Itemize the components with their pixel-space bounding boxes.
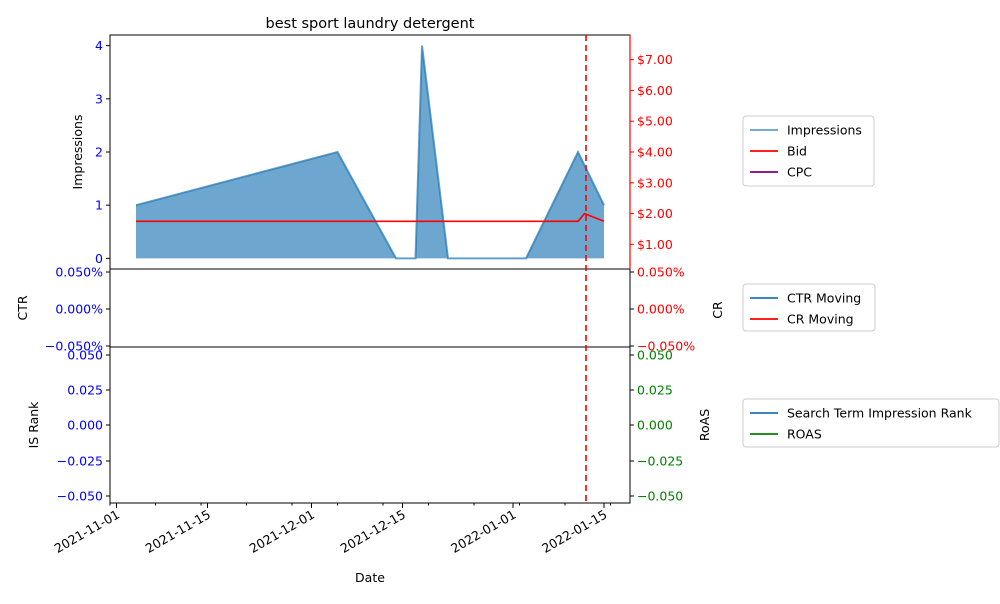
panel-frame (109, 268, 631, 348)
impressions-point (577, 151, 578, 152)
y2-tick-label: 0.050% (637, 265, 685, 280)
legend-label: Impressions (787, 123, 862, 138)
legend: CTR Moving CR Moving (742, 283, 876, 332)
y2-axis-label: CR (710, 301, 725, 319)
y2-tick-label: 0.025 (637, 383, 673, 398)
y-tick-label: 4 (95, 38, 103, 53)
y-tick-label: 0.000 (67, 418, 103, 433)
x-tick-label: 2021-12-15 (338, 507, 408, 556)
x-tick-label: 2021-12-01 (247, 507, 317, 556)
y-tick-label: −0.050 (57, 489, 103, 504)
panel-frame (109, 346, 631, 504)
legend-label: ROAS (787, 427, 822, 442)
y2-tick-label: $3.00 (637, 175, 673, 190)
y2-tick-label: −0.025 (637, 454, 683, 469)
y2-tick-label: −0.050 (637, 489, 683, 504)
impressions-line (135, 45, 605, 260)
y-tick-label: 1 (95, 198, 103, 213)
y2-tick-label: $4.00 (637, 145, 673, 160)
legend-frame (742, 398, 1000, 448)
x-tick-label: 2022-01-15 (539, 507, 609, 556)
impressions-point (447, 258, 448, 259)
y-tick-label: 0 (95, 251, 103, 266)
y-tick-label: −0.050% (45, 339, 103, 354)
x-tick-label: 2022-01-01 (448, 507, 518, 556)
x-tick-label: 2021-11-01 (52, 507, 122, 556)
legend-label: Bid (787, 144, 807, 159)
legend-label: Search Term Impression Rank (787, 406, 973, 421)
bid-point (584, 213, 585, 214)
y-tick-label: 3 (95, 91, 103, 106)
y-axis-label: CTR (15, 295, 30, 320)
x-tick-label: 2021-11-15 (143, 507, 213, 556)
legend-frame (742, 115, 875, 187)
bid-point (577, 221, 578, 222)
impressions-point (135, 205, 136, 206)
impressions-point (337, 151, 338, 152)
bid-point (603, 221, 604, 222)
bid-point (135, 221, 136, 222)
legend: Search Term Impression Rank ROAS (742, 398, 1000, 448)
x-axis-label: Date (355, 570, 385, 585)
y-tick-label: −0.025 (57, 454, 103, 469)
chart-title: best sport laundry detergent (266, 16, 475, 32)
y2-tick-label: 0.050 (637, 348, 673, 363)
impressions-point (603, 205, 604, 206)
legend-label: CPC (787, 165, 812, 180)
y-tick-label: 0.050% (55, 265, 103, 280)
y-tick-label: 0.000% (55, 302, 103, 317)
y-axis-label: Impressions (70, 115, 85, 190)
y2-tick-label: $7.00 (637, 52, 673, 67)
y-tick-label: 2 (95, 145, 103, 160)
impressions-point (525, 258, 526, 259)
legend-label: CR Moving (787, 312, 854, 327)
impressions-point (421, 45, 422, 46)
impressions-area (136, 45, 604, 259)
y2-tick-label: $1.00 (637, 237, 673, 252)
y2-tick-label: 0.000% (637, 302, 685, 317)
impressions-point (415, 258, 416, 259)
y-axis-label: IS Rank (26, 401, 41, 449)
y2-tick-label: $2.00 (637, 206, 673, 221)
y-tick-label: 0.050 (67, 348, 103, 363)
y2-tick-label: $6.00 (637, 83, 673, 98)
bid-line (136, 212, 605, 223)
y2-tick-label: −0.050% (637, 339, 695, 354)
legend: Impressions Bid CPC (742, 115, 875, 187)
legend-label: CTR Moving (787, 291, 861, 306)
y2-axis-label: RoAS (697, 409, 712, 441)
y2-tick-label: 0.000 (637, 418, 673, 433)
y-tick-label: 0.025 (67, 383, 103, 398)
impressions-point (395, 258, 396, 259)
y2-tick-label: $5.00 (637, 114, 673, 129)
